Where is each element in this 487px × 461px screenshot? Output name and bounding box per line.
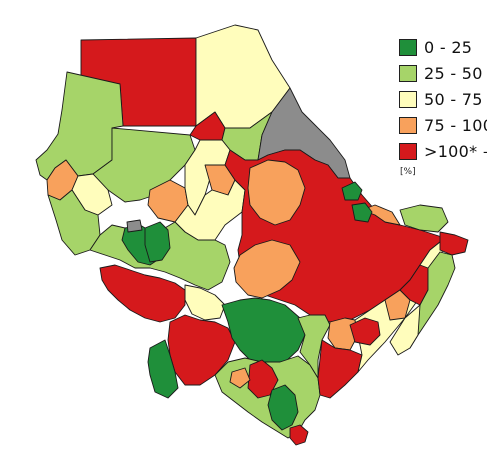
region-ne-orange — [361, 204, 401, 226]
region-s-orange-small — [229, 367, 251, 389]
region-c-yellow-small — [184, 284, 226, 321]
legend-label: 0 - 25 — [424, 38, 473, 57]
legend-swatch — [399, 117, 417, 134]
region-e-yellow-coast — [389, 304, 421, 356]
region-e-red-lower — [317, 339, 363, 399]
legend-item-gt100: >100* — — [399, 142, 487, 161]
region-w-dkgreen-2 — [144, 221, 171, 263]
region-ne-red — [439, 231, 469, 256]
region-cw-green — [92, 127, 196, 203]
region-sw-green — [147, 339, 179, 399]
legend-label: 75 - 100 — [424, 116, 487, 135]
legend-item-50-75: 50 - 75 — [399, 90, 487, 109]
region-ne-dkgreen-2 — [351, 202, 373, 223]
region-e-red-box — [349, 317, 381, 346]
legend-item-75-100: 75 - 100 — [399, 116, 487, 135]
region-s-dkgreen-2 — [267, 384, 299, 431]
legend-item-0-25: 0 - 25 — [399, 38, 487, 57]
region-ne-dkgreen — [341, 181, 363, 201]
region-s-dkgreen — [221, 297, 306, 369]
region-s-orange — [233, 239, 301, 299]
legend-swatch — [399, 39, 417, 56]
legend-swatch — [399, 143, 417, 160]
legend-swatch — [399, 91, 417, 108]
region-s-red-cluster — [247, 359, 279, 399]
map-legend: 0 - 25 25 - 50 50 - 75 75 - 100 >100* — … — [399, 38, 487, 177]
legend-item-25-50: 25 - 50 — [399, 64, 487, 83]
region-e-ltgreen — [297, 314, 331, 379]
legend-unit: [%] — [400, 167, 416, 177]
region-c-orange-big — [247, 159, 306, 226]
region-s-red-2 — [289, 424, 309, 446]
legend-label: >100* — — [424, 142, 487, 161]
region-sw-red — [99, 264, 186, 323]
legend-label: 25 - 50 — [424, 64, 483, 83]
region-nodata-west — [126, 219, 143, 233]
region-ne-green — [399, 204, 449, 233]
legend-label: 50 - 75 — [424, 90, 483, 109]
legend-swatch — [399, 65, 417, 82]
region-e-orange-2 — [384, 289, 411, 321]
